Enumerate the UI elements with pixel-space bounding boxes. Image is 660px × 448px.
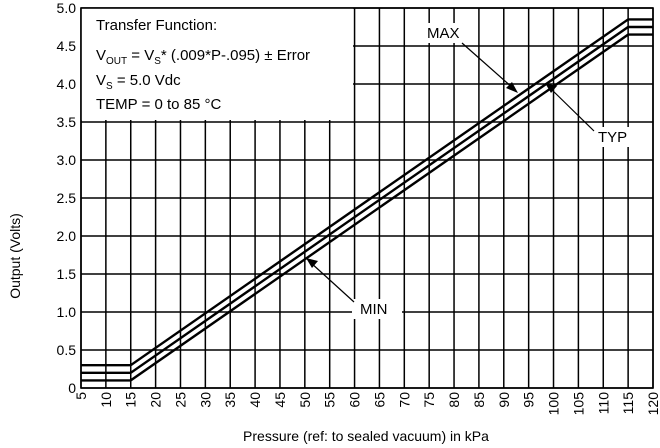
max-label: MAX bbox=[427, 25, 460, 42]
x-tick-label: 100 bbox=[546, 392, 562, 416]
y-tick-label: 2.0 bbox=[57, 228, 77, 244]
x-tick-label: 95 bbox=[521, 392, 537, 408]
x-tick-label: 5 bbox=[73, 392, 89, 400]
annotation-box bbox=[81, 8, 353, 120]
x-tick-label: 50 bbox=[297, 392, 313, 408]
series-line-max bbox=[81, 18, 653, 367]
typ-callout: TYP bbox=[545, 83, 637, 147]
series-line-typ bbox=[81, 25, 653, 374]
x-tick-label: 45 bbox=[272, 392, 288, 408]
x-tick-label: 60 bbox=[347, 392, 363, 408]
x-tick-label: 35 bbox=[222, 392, 238, 408]
y-tick-labels: 0 0.5 1.0 1.5 2.0 2.5 3.0 3.5 4.0 4.5 5.0 bbox=[57, 0, 77, 396]
y-tick-label: 0.5 bbox=[57, 342, 77, 358]
plot-frame bbox=[80, 7, 654, 389]
x-tick-label: 75 bbox=[421, 392, 437, 408]
y-tick-label: 3.0 bbox=[57, 152, 77, 168]
x-tick-labels: 5 10 15 20 25 30 35 40 45 50 55 60 65 70 75 80 85 90 95 100… bbox=[73, 392, 660, 416]
y-tick-label: 1.5 bbox=[57, 266, 77, 282]
x-tick-label: 80 bbox=[446, 392, 462, 408]
x-tick-label: 25 bbox=[172, 392, 188, 408]
max-callout: MAX bbox=[418, 23, 518, 93]
x-axis-title: Pressure (ref: to sealed vacuum) in kPa bbox=[243, 428, 489, 444]
x-tick-label: 30 bbox=[197, 392, 213, 408]
min-label: MIN bbox=[360, 301, 388, 318]
x-tick-label: 15 bbox=[123, 392, 139, 408]
x-tick-label: 20 bbox=[148, 392, 164, 408]
min-callout: MIN bbox=[306, 258, 402, 319]
transfer-function-annotation: Transfer Function: VOUT = VS* (.009*P-.0… bbox=[81, 8, 353, 120]
annotation-line-1: Transfer Function: bbox=[96, 17, 217, 34]
x-tick-label: 10 bbox=[98, 392, 114, 408]
y-tick-label: 4.5 bbox=[57, 38, 77, 54]
x-tick-label: 110 bbox=[595, 392, 611, 415]
annotation-line-3: VS = 5.0 Vdc bbox=[96, 72, 181, 92]
x-tick-label: 70 bbox=[396, 392, 412, 408]
x-tick-label: 105 bbox=[570, 392, 586, 416]
y-axis-title: Output (Volts) bbox=[7, 213, 23, 299]
series-lines bbox=[81, 18, 653, 382]
x-tick-label: 40 bbox=[247, 392, 263, 408]
y-tick-label: 1.0 bbox=[57, 304, 77, 320]
y-tick-label: 2.5 bbox=[57, 190, 77, 206]
x-tick-label: 115 bbox=[620, 392, 636, 415]
annotation-line-4: TEMP = 0 to 85 °C bbox=[96, 96, 222, 113]
y-tick-label: 4.0 bbox=[57, 76, 77, 92]
x-tick-label: 65 bbox=[371, 392, 387, 408]
y-tick-label: 5.0 bbox=[57, 0, 77, 16]
y-tick-label: 3.5 bbox=[57, 114, 77, 130]
x-tick-label: 85 bbox=[471, 392, 487, 408]
x-tick-label: 90 bbox=[496, 392, 512, 408]
annotation-line-2: VOUT = VS* (.009*P-.095) ± Error bbox=[96, 47, 310, 67]
y-tick-label: 0 bbox=[68, 380, 76, 396]
typ-label: TYP bbox=[598, 129, 627, 146]
x-tick-label: 55 bbox=[322, 392, 338, 408]
x-tick-label: 120 bbox=[645, 392, 660, 416]
series-line-min bbox=[81, 33, 653, 382]
